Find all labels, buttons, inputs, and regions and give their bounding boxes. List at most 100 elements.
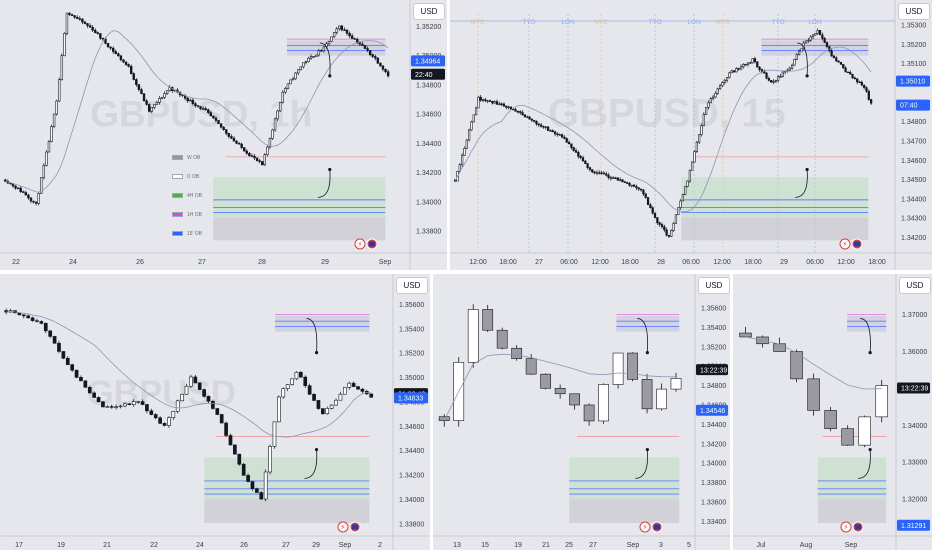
lightning-event-icon[interactable]: ⚡ bbox=[640, 522, 650, 532]
candle bbox=[167, 416, 170, 428]
demand-zone-daily bbox=[213, 218, 385, 241]
candle-body-down bbox=[584, 161, 586, 164]
us-flag-icon[interactable] bbox=[852, 239, 862, 249]
candle-body-down bbox=[489, 101, 491, 102]
currency-selector[interactable]: USD bbox=[396, 277, 428, 294]
price-tag-label: 13:22:39 bbox=[901, 386, 928, 393]
candle bbox=[269, 444, 272, 474]
candle-body-down bbox=[524, 115, 526, 117]
candle-body-down bbox=[515, 110, 517, 112]
candle bbox=[570, 393, 580, 409]
candle bbox=[351, 33, 353, 38]
candle bbox=[847, 72, 849, 73]
chart-panel-2[interactable]: GBPUSD, 15 NYC TYO LON NYC TYO LON NYC TYO LON 1.3… bbox=[450, 0, 932, 270]
candle-body-down bbox=[53, 336, 56, 343]
candle-body-down bbox=[138, 85, 140, 90]
candle bbox=[81, 18, 83, 24]
candle bbox=[859, 416, 871, 448]
time-tick-label: 22 bbox=[150, 542, 158, 549]
time-tick-label: 21 bbox=[103, 542, 111, 549]
candle bbox=[517, 110, 519, 113]
candle-body-down bbox=[617, 178, 619, 181]
candle bbox=[533, 120, 535, 123]
candle bbox=[777, 75, 779, 82]
lightning-event-icon[interactable]: ⚡ bbox=[840, 239, 850, 249]
candle bbox=[304, 375, 307, 388]
currency-selector[interactable]: USD bbox=[899, 277, 931, 294]
candle-body-down bbox=[87, 24, 89, 26]
time-tick-label: 18:00 bbox=[499, 259, 517, 266]
candle bbox=[666, 228, 668, 237]
candle-body-down bbox=[561, 135, 563, 138]
candle-body-down bbox=[825, 410, 837, 428]
us-flag-icon[interactable] bbox=[367, 239, 377, 249]
candle-body-up bbox=[56, 101, 58, 114]
candle-body-down bbox=[128, 404, 131, 405]
candle-body-down bbox=[826, 43, 828, 47]
candle bbox=[76, 15, 78, 19]
projection-dot bbox=[646, 448, 649, 451]
chart-panel-5[interactable]: 1.370001.360001.350001.340001.330001.320… bbox=[733, 274, 932, 550]
candle-body-down bbox=[510, 107, 512, 109]
candle bbox=[613, 353, 623, 389]
candle-body-up bbox=[300, 67, 302, 70]
us-flag-icon[interactable] bbox=[350, 522, 360, 532]
svg-text:⚡: ⚡ bbox=[643, 524, 648, 532]
candle bbox=[849, 70, 851, 74]
candle-body-down bbox=[496, 102, 498, 105]
candle-body-up bbox=[181, 394, 184, 401]
candle bbox=[842, 64, 844, 69]
lightning-event-icon[interactable]: ⚡ bbox=[841, 522, 851, 532]
candle bbox=[668, 235, 670, 238]
candle bbox=[330, 404, 333, 409]
candle-body-down bbox=[629, 183, 631, 185]
candle-body-up bbox=[318, 51, 320, 55]
candle-body-down bbox=[317, 400, 320, 408]
candle bbox=[740, 327, 752, 337]
chart-canvas[interactable]: 1.358001.356001.354001.352001.350001.348… bbox=[433, 274, 730, 550]
candle-body-up bbox=[274, 119, 276, 130]
candle bbox=[499, 102, 501, 106]
candle bbox=[852, 74, 854, 79]
candle bbox=[770, 80, 772, 83]
candle-body-down bbox=[146, 101, 148, 105]
us-flag-icon[interactable] bbox=[853, 522, 863, 532]
candle bbox=[736, 67, 738, 72]
time-tick-label: 18:00 bbox=[744, 259, 762, 266]
candle-body-down bbox=[346, 30, 348, 33]
chart-canvas[interactable]: 1.370001.360001.350001.340001.330001.320… bbox=[733, 274, 932, 550]
candle-body-up bbox=[612, 178, 614, 179]
projection-dot bbox=[315, 448, 318, 451]
time-tick-label: Sep bbox=[627, 542, 640, 549]
us-flag-icon[interactable] bbox=[652, 522, 662, 532]
candle-body-up bbox=[132, 402, 135, 405]
currency-selector[interactable]: USD bbox=[898, 3, 930, 20]
chart-panel-1[interactable]: GBPUSD, 1h1.352001.350001.348001.346001.… bbox=[0, 0, 447, 270]
currency-selector[interactable]: USD bbox=[698, 277, 730, 294]
chart-panel-3[interactable]: GBPUSD1.356001.354001.352001.350001.3480… bbox=[0, 274, 430, 550]
candle-body-up bbox=[277, 111, 279, 119]
candle-body-up bbox=[805, 41, 807, 43]
svg-text:⚡: ⚡ bbox=[358, 241, 363, 249]
candle bbox=[652, 206, 654, 215]
price-tick-label: 1.34200 bbox=[701, 441, 726, 448]
candle-body-up bbox=[272, 130, 274, 139]
candle-body-down bbox=[861, 82, 863, 85]
currency-selector[interactable]: USD bbox=[413, 3, 445, 20]
chart-canvas[interactable]: GBPUSD, 1h1.352001.350001.348001.346001.… bbox=[0, 0, 447, 270]
candle bbox=[752, 58, 754, 63]
candle-body-down bbox=[538, 124, 540, 125]
candle-body-down bbox=[372, 55, 374, 57]
candle-body-up bbox=[339, 394, 342, 400]
lightning-event-icon[interactable]: ⚡ bbox=[338, 522, 348, 532]
candle-body-down bbox=[852, 74, 854, 78]
chart-canvas[interactable]: GBPUSD, 15 NYC TYO LON NYC TYO LON NYC TYO LON 1.3… bbox=[450, 0, 932, 270]
candle bbox=[840, 62, 842, 65]
candle-body-down bbox=[69, 13, 71, 15]
candle-body-down bbox=[870, 99, 872, 103]
chart-panel-4[interactable]: 1.358001.356001.354001.352001.350001.348… bbox=[433, 274, 730, 550]
chart-canvas[interactable]: GBPUSD1.356001.354001.352001.350001.3480… bbox=[0, 274, 430, 550]
candle bbox=[287, 84, 289, 90]
candle-body-up bbox=[673, 223, 675, 230]
lightning-event-icon[interactable]: ⚡ bbox=[355, 239, 365, 249]
